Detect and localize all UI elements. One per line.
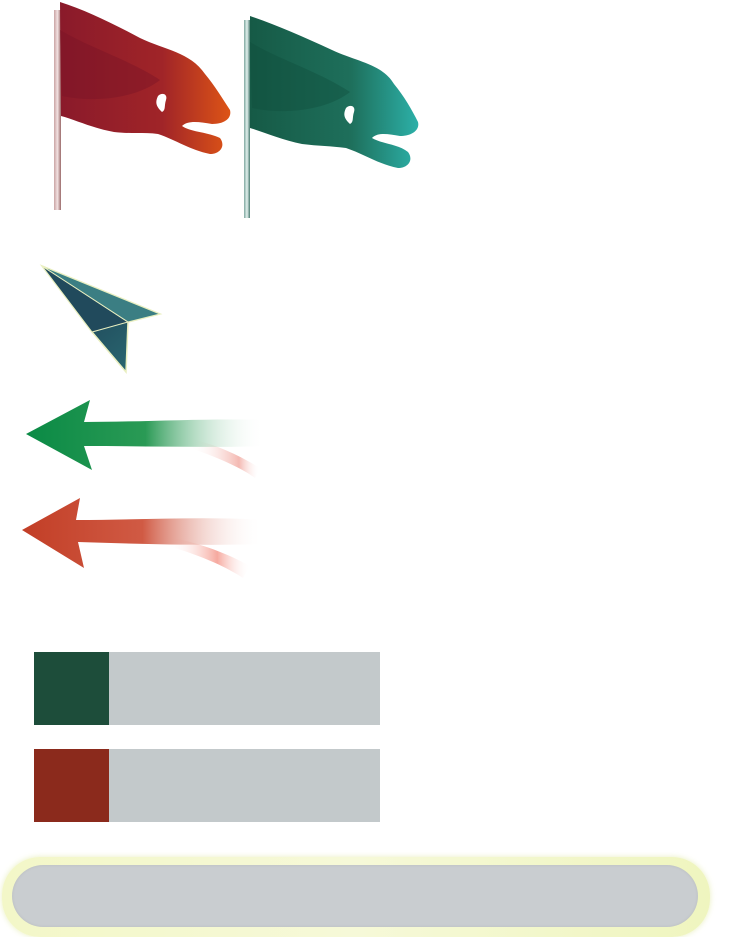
green-flag-icon [244,16,419,218]
bottom-panel-frame [2,857,710,937]
legend-swatch-green [34,652,109,725]
legend-row-green [34,652,380,725]
bottom-panel [12,865,698,927]
red-flag-icon [54,2,231,210]
red-arrow-left-icon [22,498,263,578]
legend-swatch-red [34,749,109,822]
green-arrow-left-icon [26,400,265,478]
legend-label-red [109,749,380,822]
legend-label-green [109,652,380,725]
legend-row-red [34,749,380,822]
paper-plane-icon [39,264,163,374]
